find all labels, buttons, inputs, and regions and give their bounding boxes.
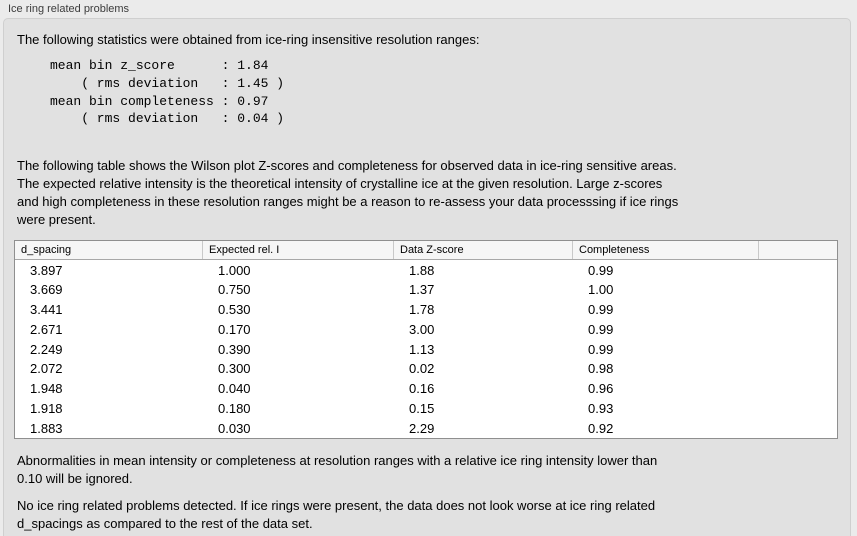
table-header-row: d_spacing Expected rel. I Data Z-score Comp… bbox=[15, 241, 837, 261]
column-header-data-z-score[interactable]: Data Z-score bbox=[394, 241, 573, 260]
table-cell: 0.170 bbox=[218, 321, 251, 337]
table-cell: 1.88 bbox=[409, 262, 435, 278]
column-header-expected-rel-i[interactable]: Expected rel. I bbox=[203, 241, 394, 260]
table-cell: 0.99 bbox=[588, 341, 614, 357]
table-cell: 0.530 bbox=[218, 302, 251, 318]
table-cell: 2.249 bbox=[30, 341, 63, 357]
stats-block: mean bin z_score : 1.84 ( rms deviation … bbox=[50, 58, 285, 127]
table-row[interactable]: 3.897 1.000 1.88 0.99 bbox=[15, 260, 837, 280]
column-header-completeness[interactable]: Completeness bbox=[573, 241, 759, 260]
table-cell: 1.883 bbox=[30, 420, 63, 436]
table-row[interactable]: 2.671 0.170 3.00 0.99 bbox=[15, 319, 837, 340]
table-cell: 1.948 bbox=[30, 381, 63, 397]
table-cell: 0.96 bbox=[588, 381, 614, 397]
table-cell: 1.78 bbox=[409, 302, 435, 318]
intro-text: The following statistics were obtained f… bbox=[17, 32, 480, 47]
table-cell: 0.98 bbox=[588, 361, 614, 377]
table-cell: 3.00 bbox=[409, 321, 435, 337]
table-cell: 1.00 bbox=[588, 282, 614, 298]
table-cell: 0.02 bbox=[409, 361, 435, 377]
table-cell: 3.897 bbox=[30, 262, 63, 278]
table-cell: 1.13 bbox=[409, 341, 435, 357]
table-cell: 2.072 bbox=[30, 361, 63, 377]
table-row[interactable]: 3.441 0.530 1.78 0.99 bbox=[15, 299, 837, 320]
table-cell: 0.99 bbox=[588, 321, 614, 337]
table-cell: 0.300 bbox=[218, 361, 251, 377]
table-row[interactable]: 3.669 0.750 1.37 1.00 bbox=[15, 279, 837, 300]
group-box-title: Ice ring related problems bbox=[8, 3, 130, 15]
table-cell: 3.669 bbox=[30, 282, 63, 298]
table-row[interactable]: 1.883 0.030 2.29 0.92 bbox=[15, 418, 837, 439]
table-cell: 3.441 bbox=[30, 302, 63, 318]
ice-ring-group-panel: The following statistics were obtained f… bbox=[3, 18, 851, 536]
table-row[interactable]: 2.249 0.390 1.13 0.99 bbox=[15, 339, 837, 360]
table-cell: 0.030 bbox=[218, 420, 251, 436]
column-header-filler bbox=[759, 241, 837, 259]
table-cell: 0.93 bbox=[588, 400, 614, 416]
table-row[interactable]: 1.918 0.180 0.15 0.93 bbox=[15, 398, 837, 419]
table-cell: 1.918 bbox=[30, 400, 63, 416]
table-row[interactable]: 2.072 0.300 0.02 0.98 bbox=[15, 359, 837, 379]
column-header-d-spacing[interactable]: d_spacing bbox=[15, 241, 203, 260]
ice-ring-table[interactable]: d_spacing Expected rel. I Data Z-score Comp… bbox=[14, 240, 838, 440]
table-body: 3.897 1.000 1.88 0.99 3.669 0.750 1.37 1.00 3.44… bbox=[15, 260, 837, 439]
table-cell: 1.000 bbox=[218, 262, 251, 278]
table-cell: 0.040 bbox=[218, 381, 251, 397]
table-cell: 2.29 bbox=[409, 420, 435, 436]
ignore-note: Abnormalities in mean intensity or compl… bbox=[17, 453, 658, 487]
table-cell: 0.750 bbox=[218, 282, 251, 298]
table-row[interactable]: 1.948 0.040 0.16 0.96 bbox=[15, 378, 837, 399]
conclusion-text: No ice ring related problems detected. I… bbox=[17, 498, 656, 532]
table-cell: 0.99 bbox=[588, 262, 614, 278]
table-cell: 0.16 bbox=[409, 381, 435, 397]
table-cell: 2.671 bbox=[30, 321, 63, 337]
table-cell: 0.99 bbox=[588, 302, 614, 318]
table-cell: 0.180 bbox=[218, 400, 251, 416]
table-cell: 0.92 bbox=[588, 420, 614, 436]
table-cell: 0.390 bbox=[218, 341, 251, 357]
table-description: The following table shows the Wilson plo… bbox=[17, 158, 679, 228]
table-cell: 1.37 bbox=[409, 282, 435, 298]
table-cell: 0.15 bbox=[409, 400, 435, 416]
